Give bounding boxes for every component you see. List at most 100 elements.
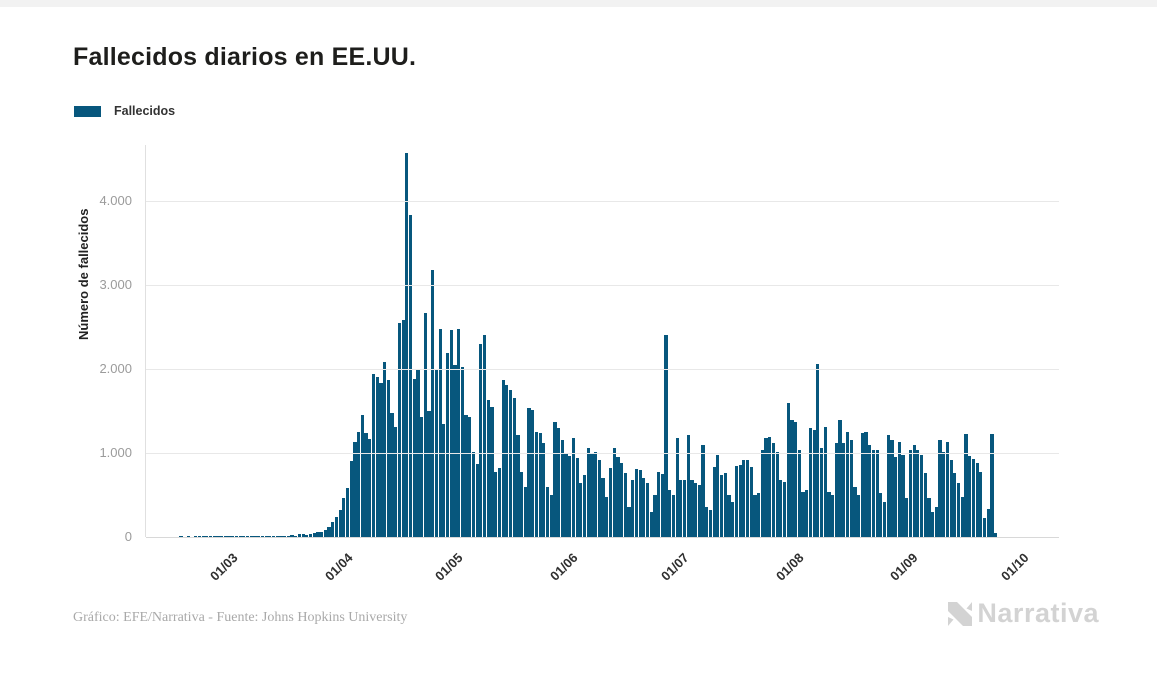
bar[interactable] (871, 450, 876, 537)
bar[interactable] (953, 473, 957, 537)
bar[interactable] (864, 431, 868, 537)
bar[interactable] (879, 493, 883, 537)
bar[interactable] (938, 440, 942, 537)
bar[interactable] (790, 420, 794, 537)
bar[interactable] (179, 536, 183, 537)
bar[interactable] (956, 483, 961, 537)
bar[interactable] (960, 496, 964, 537)
bar[interactable] (912, 445, 916, 537)
bar[interactable] (901, 455, 905, 537)
bar[interactable] (338, 510, 342, 537)
bar[interactable] (420, 416, 424, 537)
bar[interactable] (964, 434, 968, 537)
bar[interactable] (634, 469, 639, 537)
bar[interactable] (949, 459, 953, 537)
bar[interactable] (919, 455, 924, 537)
bar[interactable] (753, 495, 757, 537)
bar[interactable] (364, 433, 368, 537)
bar[interactable] (457, 328, 461, 537)
bar[interactable] (327, 527, 331, 537)
bar[interactable] (675, 438, 679, 537)
bar[interactable] (868, 445, 872, 537)
bar[interactable] (575, 458, 579, 537)
bar[interactable] (605, 496, 609, 537)
bar[interactable] (301, 534, 305, 537)
bar[interactable] (690, 480, 694, 537)
bar[interactable] (671, 495, 676, 537)
bar[interactable] (860, 433, 864, 537)
bar[interactable] (923, 473, 927, 537)
bar[interactable] (697, 485, 701, 537)
bar[interactable] (249, 536, 253, 537)
bar[interactable] (271, 536, 276, 537)
bar[interactable] (712, 466, 716, 537)
bar[interactable] (731, 501, 735, 537)
bar[interactable] (486, 400, 490, 537)
bar[interactable] (242, 536, 246, 537)
bar[interactable] (412, 379, 416, 537)
bar[interactable] (445, 352, 450, 537)
bar[interactable] (279, 536, 283, 537)
bar[interactable] (649, 511, 653, 537)
bar[interactable] (642, 478, 646, 537)
bar[interactable] (479, 343, 483, 537)
bar[interactable] (916, 450, 920, 537)
bar[interactable] (220, 536, 224, 537)
bar[interactable] (890, 440, 894, 537)
bar[interactable] (608, 468, 613, 537)
bar[interactable] (253, 536, 257, 537)
bar[interactable] (597, 460, 601, 537)
bar[interactable] (531, 410, 535, 537)
bar[interactable] (212, 536, 216, 537)
bar[interactable] (831, 495, 835, 537)
bar[interactable] (423, 312, 427, 537)
bar[interactable] (801, 491, 805, 537)
bar[interactable] (523, 486, 527, 537)
bar[interactable] (205, 536, 209, 537)
bar[interactable] (579, 483, 583, 537)
bar[interactable] (238, 536, 242, 537)
bar[interactable] (586, 448, 590, 537)
bar[interactable] (638, 470, 642, 537)
bar[interactable] (853, 486, 857, 537)
bar[interactable] (408, 215, 413, 537)
bar[interactable] (931, 511, 935, 537)
bar[interactable] (294, 535, 298, 537)
bar[interactable] (668, 490, 672, 537)
bar[interactable] (323, 529, 327, 537)
bar[interactable] (557, 428, 561, 537)
legend-item-fallecidos[interactable]: Fallecidos (74, 104, 175, 118)
bar[interactable] (508, 390, 513, 537)
bar[interactable] (897, 441, 901, 537)
bar[interactable] (305, 534, 309, 537)
bar[interactable] (734, 466, 738, 537)
bar[interactable] (560, 440, 564, 537)
bar[interactable] (505, 385, 509, 537)
bar[interactable] (845, 431, 850, 537)
bar[interactable] (623, 473, 627, 537)
bar[interactable] (679, 479, 683, 537)
bar[interactable] (686, 435, 690, 537)
bar[interactable] (401, 320, 405, 537)
bar[interactable] (186, 536, 190, 537)
bar[interactable] (494, 471, 498, 537)
bar[interactable] (549, 495, 553, 537)
bar[interactable] (534, 431, 539, 537)
bar[interactable] (512, 398, 516, 537)
bar[interactable] (320, 531, 324, 537)
bar[interactable] (227, 536, 231, 537)
bar[interactable] (771, 443, 776, 537)
bar[interactable] (794, 421, 798, 537)
bar[interactable] (934, 506, 938, 537)
bar[interactable] (316, 532, 320, 537)
bar[interactable] (390, 412, 394, 537)
bar[interactable] (582, 475, 587, 537)
bar[interactable] (442, 424, 446, 537)
bar[interactable] (842, 443, 846, 537)
bar[interactable] (716, 455, 720, 537)
bar[interactable] (397, 323, 402, 537)
bar[interactable] (342, 497, 346, 537)
bar[interactable] (927, 498, 931, 537)
bar[interactable] (308, 533, 313, 537)
bar[interactable] (464, 415, 468, 537)
